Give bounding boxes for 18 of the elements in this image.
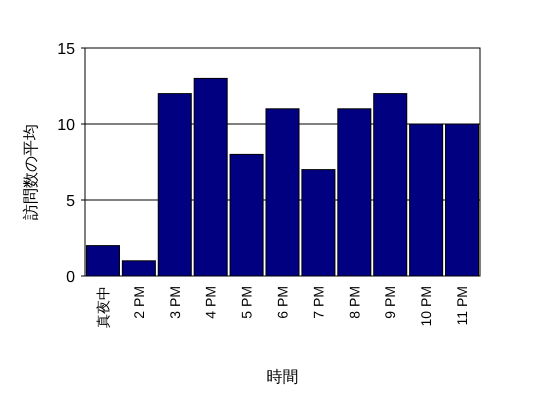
- y-tick-label: 15: [57, 41, 76, 58]
- x-tick-label: 真夜中: [94, 286, 111, 328]
- x-tick-label: 2 PM: [130, 286, 147, 319]
- x-tick-label: 3 PM: [166, 286, 183, 319]
- x-tick-label: 9 PM: [382, 286, 398, 319]
- y-tick-label: 10: [57, 117, 76, 134]
- x-tick-label: 4 PM: [202, 286, 219, 319]
- x-tick-label: 6 PM: [274, 286, 290, 319]
- x-axis-title: 時間: [266, 368, 298, 386]
- x-tick-label: 5 PM: [238, 286, 255, 319]
- y-tick-label: 0: [66, 269, 76, 286]
- x-tick-label: 11 PM: [454, 286, 470, 326]
- x-tick-label: 10 PM: [418, 286, 434, 326]
- y-tick-label: 5: [66, 193, 76, 210]
- bar: [122, 260, 156, 276]
- y-axis-title: 訪問数の平均: [22, 124, 40, 220]
- x-tick-label: 7 PM: [310, 286, 326, 319]
- x-tick-label: 8 PM: [346, 286, 362, 319]
